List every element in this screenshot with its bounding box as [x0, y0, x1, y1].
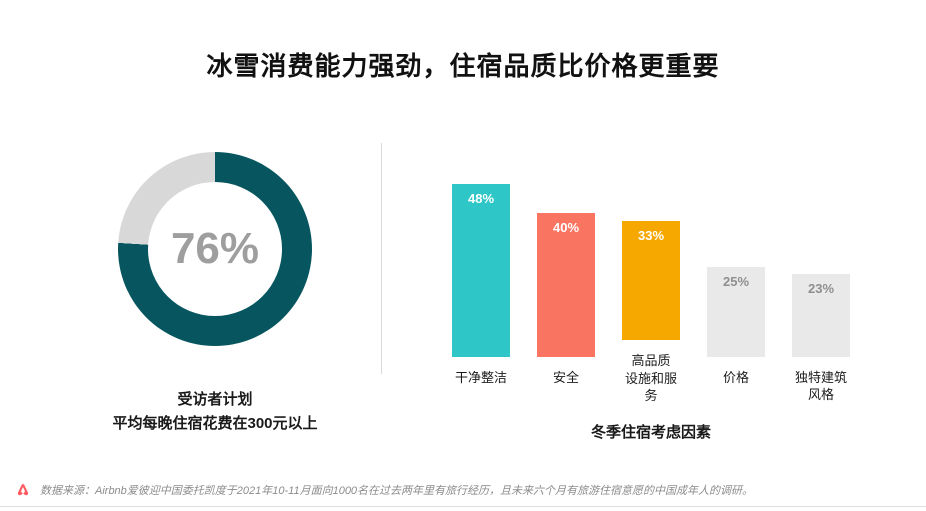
bar-chart: 48% 干净整洁 40% 安全 33% 高品质 设施和服务 25% 价格 23% 独特建筑风格 冬… [425, 164, 877, 442]
donut-caption: 受访者计划 平均每晚住宿花费在300元以上 [112, 391, 318, 432]
bar-chart-columns: 48% 干净整洁 40% 安全 33% 高品质 设施和服务 25% 价格 23% 独特建筑风格 [425, 164, 877, 405]
bar: 40% [537, 212, 595, 357]
bar-value-label: 40% [552, 219, 580, 235]
data-source-text: 数据来源：Airbnb爱彼迎中国委托凯度于2021年10-11月面向1000名在… [40, 485, 754, 497]
airbnb-logo-icon [14, 481, 32, 499]
page-title: 冰雪消费能力强劲，住宿品质比价格更重要 [206, 51, 720, 81]
footer: 数据来源：Airbnb爱彼迎中国委托凯度于2021年10-11月面向1000名在… [14, 481, 753, 499]
bar-category-label: 高品质 设施和服务 [624, 353, 677, 404]
bottom-divider [0, 506, 926, 507]
bar-column: 33% 高品质 设施和服务 [622, 164, 680, 405]
donut-hole: 76% [148, 182, 282, 316]
bar-category-label: 价格 [722, 369, 749, 385]
bar-value-label: 33% [637, 228, 665, 244]
bar: 33% [622, 221, 680, 340]
bar-value-label: 25% [722, 273, 750, 289]
bar-category-label: 干净整洁 [454, 369, 507, 385]
donut-chart: 76% [118, 152, 312, 346]
bar-column: 23% 独特建筑风格 [792, 181, 850, 405]
bar-chart-caption: 冬季住宿考虑因素 [590, 423, 711, 441]
bar: 23% [792, 273, 850, 357]
bar-value-label: 23% [807, 280, 835, 296]
bar-category-label: 独特建筑风格 [794, 369, 847, 403]
bar-column: 40% 安全 [537, 181, 595, 405]
bar-column: 25% 价格 [707, 181, 765, 405]
bar-column: 48% 干净整洁 [452, 181, 510, 405]
bar: 48% [452, 183, 510, 357]
donut-percent-label: 76% [170, 224, 260, 273]
bar-category-label: 安全 [552, 369, 579, 385]
bar-value-label: 48% [467, 190, 495, 206]
section-divider [381, 143, 382, 374]
bar: 25% [707, 266, 765, 357]
